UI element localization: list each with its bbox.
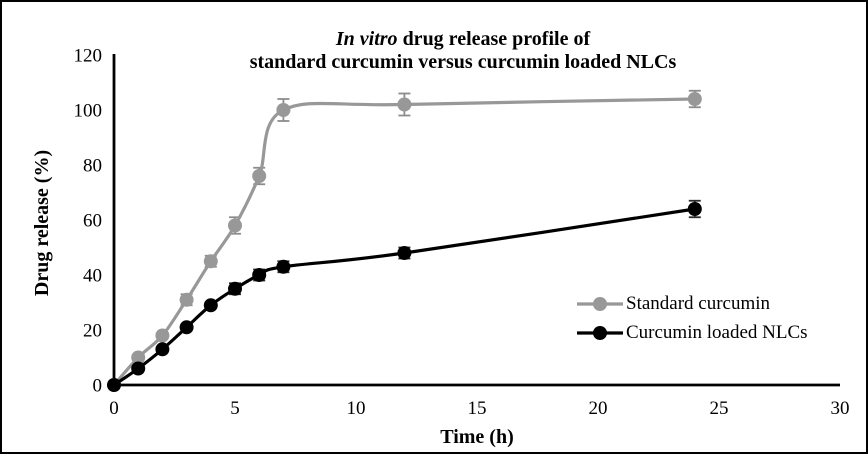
data-point-marker — [155, 342, 170, 357]
y-axis-title: Drug release (%) — [31, 149, 53, 297]
chart-title-italic-part: In vitro — [335, 28, 398, 50]
data-point-marker — [131, 350, 146, 365]
data-point-marker — [228, 218, 242, 233]
y-tick-label: 120 — [74, 46, 103, 67]
chart-title: In vitro drug release profile of standar… — [113, 28, 813, 74]
data-point-marker — [179, 292, 194, 307]
legend-item-2: Curcumin loaded NLCs — [577, 318, 808, 347]
data-point-marker — [687, 202, 702, 216]
legend-circle-marker — [593, 325, 607, 340]
chart-title-line1: In vitro drug release profile of — [113, 28, 813, 51]
x-axis-title: Time (h) — [440, 426, 514, 448]
legend-circle-marker — [593, 296, 607, 311]
data-point-marker — [203, 254, 218, 269]
legend-label: Standard curcumin — [626, 292, 771, 314]
data-point-marker — [276, 259, 291, 274]
data-point-marker — [179, 320, 194, 335]
y-tick-label: 80 — [83, 156, 102, 177]
y-tick-label: 60 — [83, 211, 102, 232]
x-tick-label: 10 — [347, 398, 366, 419]
y-tick-label: 100 — [74, 101, 103, 122]
data-point-marker — [687, 92, 702, 106]
x-tick-label: 20 — [589, 398, 608, 419]
y-tick-label: 20 — [83, 321, 102, 342]
legend: Standard curcumin Curcumin loaded NLCs — [577, 289, 808, 347]
x-tick-label: 25 — [710, 398, 729, 419]
chart-title-line2: standard curcumin versus curcumin loaded… — [249, 51, 677, 73]
chart-title-rest-part: drug release profile of — [397, 28, 591, 50]
data-point-marker — [107, 378, 121, 392]
legend-label: Curcumin loaded NLCs — [626, 321, 808, 343]
data-series — [107, 89, 702, 392]
data-point-marker — [155, 328, 170, 343]
data-point-marker — [203, 298, 218, 313]
data-point-marker — [252, 268, 267, 282]
x-tick-label: 30 — [831, 398, 850, 419]
y-tick-label: 0 — [93, 376, 103, 397]
x-tick-label: 5 — [230, 398, 240, 419]
data-point-marker — [252, 169, 267, 183]
legend-marker-icon — [577, 325, 623, 340]
x-tick-label: 0 — [109, 398, 119, 419]
data-point-marker — [397, 97, 412, 112]
x-tick-label: 15 — [468, 398, 487, 419]
legend-marker-icon — [577, 296, 623, 311]
data-point-marker — [397, 246, 412, 260]
legend-item-1: Standard curcumin — [577, 289, 808, 318]
data-point-marker — [276, 103, 291, 117]
tick-labels: 0 20 40 60 80 100 120 0 5 10 15 20 25 30 — [74, 46, 850, 420]
axes — [112, 54, 840, 387]
series-curcumin-loaded-nlcs — [107, 199, 702, 392]
data-point-marker — [131, 361, 146, 376]
y-tick-label: 40 — [83, 266, 102, 287]
data-point-marker — [228, 281, 242, 296]
